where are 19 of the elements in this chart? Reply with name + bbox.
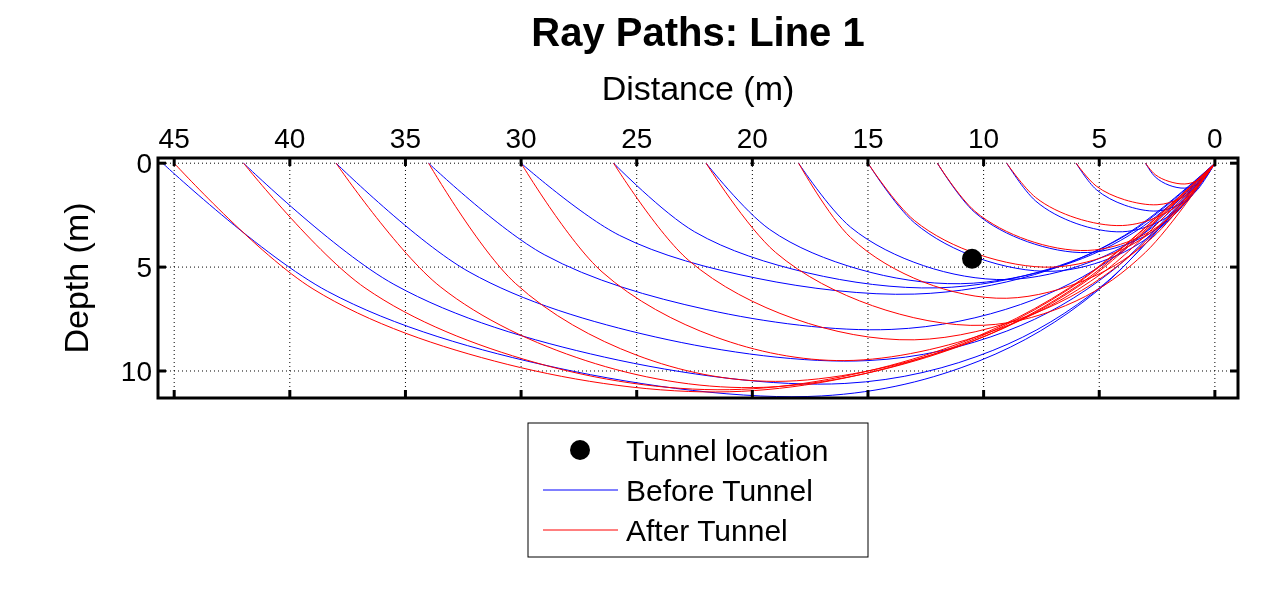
x-tick-label: 35 [389,123,422,154]
x-tick-label: 45 [158,123,190,154]
x-tick-label: 25 [621,123,653,154]
y-tick-label: 0 [136,147,152,179]
x-tick-label: 10 [968,123,1000,154]
chart-title: Ray Paths: Line 1 [531,10,865,54]
x-axis-title: Distance (m) [601,69,795,107]
x-tick-label: 5 [1091,123,1108,154]
x-tick-label: 30 [505,123,537,154]
x-tick-label: 15 [852,123,884,154]
legend-label: Before Tunnel [626,473,813,507]
y-tick-label: 10 [120,355,152,387]
legend-label: After Tunnel [626,513,788,547]
y-tick-label: 5 [136,251,152,283]
x-tick-label: 40 [274,123,306,154]
x-tick-label: 0 [1207,123,1223,154]
y-axis-title: Depth (m) [57,202,95,354]
legend-label: Tunnel location [626,433,829,467]
x-tick-label: 20 [736,123,768,154]
